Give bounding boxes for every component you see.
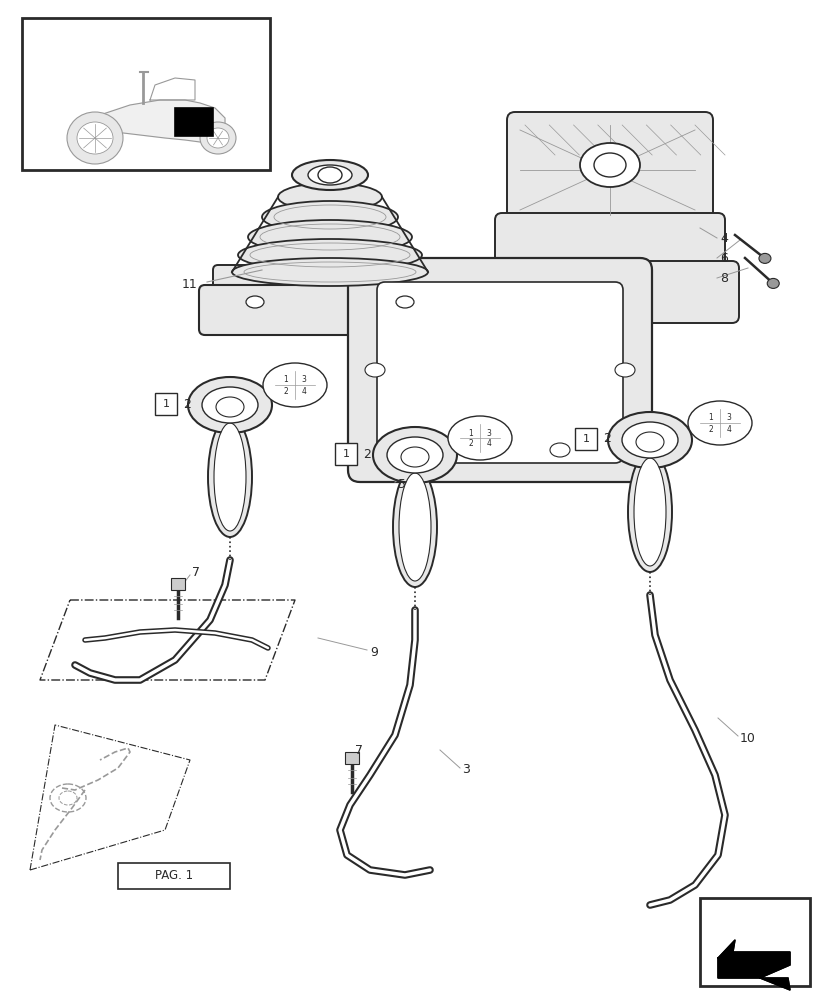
Ellipse shape [400, 447, 428, 467]
Ellipse shape [633, 458, 665, 566]
Ellipse shape [232, 258, 428, 286]
Text: 2: 2 [284, 386, 288, 395]
Text: 3: 3 [725, 414, 730, 422]
Ellipse shape [263, 363, 327, 407]
Ellipse shape [549, 443, 569, 457]
Ellipse shape [216, 397, 244, 417]
Bar [174, 108, 213, 136]
Bar [335, 443, 356, 465]
Text: 3: 3 [301, 375, 306, 384]
Polygon shape [80, 100, 225, 142]
Text: 4: 4 [719, 232, 727, 244]
FancyBboxPatch shape [198, 285, 461, 335]
FancyBboxPatch shape [376, 282, 622, 463]
Text: 2: 2 [362, 448, 370, 460]
Ellipse shape [758, 253, 770, 263]
Ellipse shape [767, 278, 778, 288]
Ellipse shape [207, 128, 229, 148]
FancyBboxPatch shape [213, 265, 447, 303]
Ellipse shape [621, 422, 677, 458]
Bar [171, 578, 184, 590]
Ellipse shape [627, 452, 672, 572]
Ellipse shape [593, 153, 625, 177]
Ellipse shape [687, 401, 751, 445]
Text: 1: 1 [342, 449, 349, 459]
Ellipse shape [237, 239, 422, 271]
Ellipse shape [607, 412, 691, 468]
Ellipse shape [292, 160, 367, 190]
Text: 11: 11 [182, 278, 198, 292]
Ellipse shape [308, 165, 351, 185]
Text: 1: 1 [284, 375, 288, 384]
Text: 5: 5 [398, 479, 405, 491]
Text: 4: 4 [725, 424, 730, 434]
Ellipse shape [447, 416, 511, 460]
Ellipse shape [67, 112, 123, 164]
Ellipse shape [635, 432, 663, 452]
Ellipse shape [213, 423, 246, 531]
Text: 8: 8 [719, 271, 727, 284]
FancyBboxPatch shape [495, 213, 724, 282]
FancyBboxPatch shape [480, 261, 739, 323]
Text: 2: 2 [183, 397, 191, 410]
Text: 10: 10 [739, 732, 755, 744]
Bar [155, 393, 177, 415]
Ellipse shape [393, 467, 437, 587]
Text: 9: 9 [370, 646, 377, 658]
Text: 7: 7 [192, 566, 200, 578]
Text: 2: 2 [602, 432, 610, 446]
FancyBboxPatch shape [506, 112, 712, 248]
Ellipse shape [202, 387, 258, 423]
Text: 7: 7 [355, 744, 362, 756]
Text: 1: 1 [162, 399, 170, 409]
Text: 6: 6 [719, 251, 727, 264]
Ellipse shape [429, 443, 449, 457]
Ellipse shape [395, 296, 414, 308]
Ellipse shape [614, 363, 634, 377]
Ellipse shape [261, 201, 398, 233]
Text: 4: 4 [486, 440, 491, 448]
Text: 3: 3 [461, 763, 469, 776]
Ellipse shape [248, 220, 412, 254]
FancyBboxPatch shape [347, 258, 651, 482]
Bar [699, 898, 809, 986]
Ellipse shape [318, 167, 342, 183]
Ellipse shape [278, 183, 381, 211]
Ellipse shape [579, 143, 639, 187]
Ellipse shape [365, 363, 385, 377]
Ellipse shape [77, 122, 112, 154]
Text: 4: 4 [301, 386, 306, 395]
Ellipse shape [399, 473, 431, 581]
Ellipse shape [188, 377, 272, 433]
Ellipse shape [208, 417, 251, 537]
Text: 1: 1 [708, 414, 713, 422]
Text: 2: 2 [708, 424, 713, 434]
Bar [345, 752, 359, 764]
Text: 3: 3 [486, 428, 491, 438]
Ellipse shape [386, 437, 442, 473]
Bar [118, 863, 230, 889]
Bar [22, 18, 270, 170]
Text: PAG. 1: PAG. 1 [155, 869, 193, 882]
Text: 1: 1 [582, 434, 589, 444]
Ellipse shape [200, 122, 236, 154]
Ellipse shape [372, 427, 457, 483]
Text: 2: 2 [468, 440, 473, 448]
Text: 1: 1 [468, 428, 473, 438]
Ellipse shape [246, 296, 264, 308]
Polygon shape [717, 940, 789, 990]
Bar [574, 428, 596, 450]
